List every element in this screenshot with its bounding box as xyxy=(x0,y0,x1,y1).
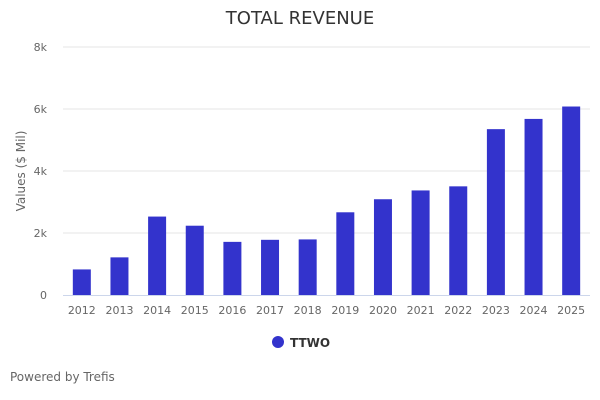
x-tick-label: 2017 xyxy=(256,304,284,317)
bars xyxy=(72,106,581,296)
y-tick-label: 8k xyxy=(34,41,48,54)
x-tick-label: 2018 xyxy=(294,304,322,317)
y-tick-label: 2k xyxy=(34,227,48,240)
bar-2012[interactable] xyxy=(72,269,91,295)
bar-2023[interactable] xyxy=(486,129,505,295)
bar-2015[interactable] xyxy=(185,225,204,295)
bar-2025[interactable] xyxy=(562,106,581,296)
x-tick-label: 2022 xyxy=(444,304,472,317)
x-tick-label: 2014 xyxy=(143,304,171,317)
powered-by-credit: Powered by Trefis xyxy=(10,370,115,384)
y-tick-label: 0 xyxy=(40,289,47,302)
x-axis-ticks: 2012 2013 2014 2015 2016 2017 2018 2019 2020 2021… xyxy=(68,304,585,317)
bar-2016[interactable] xyxy=(223,241,242,295)
y-axis-ticks: 0 2k 4k 6k 8k xyxy=(34,41,48,302)
legend-label-ttwo[interactable]: TTWO xyxy=(290,336,330,350)
x-tick-label: 2025 xyxy=(557,304,585,317)
x-tick-label: 2016 xyxy=(218,304,246,317)
bar-2024[interactable] xyxy=(524,118,543,295)
x-tick-label: 2024 xyxy=(520,304,548,317)
bar-2022[interactable] xyxy=(449,186,468,295)
x-tick-label: 2019 xyxy=(331,304,359,317)
legend[interactable]: TTWO xyxy=(272,336,330,350)
bar-2013[interactable] xyxy=(110,257,129,295)
y-axis-label: Values ($ Mil) xyxy=(14,131,28,212)
bar-2017[interactable] xyxy=(261,239,280,295)
x-tick-label: 2012 xyxy=(68,304,96,317)
x-tick-label: 2015 xyxy=(181,304,209,317)
x-tick-label: 2013 xyxy=(105,304,133,317)
x-tick-label: 2020 xyxy=(369,304,397,317)
x-tick-label: 2023 xyxy=(482,304,510,317)
bar-2020[interactable] xyxy=(373,199,392,295)
grid-lines xyxy=(63,46,590,234)
bar-2019[interactable] xyxy=(336,212,355,295)
legend-marker[interactable] xyxy=(272,336,284,348)
bar-2014[interactable] xyxy=(148,216,167,295)
chart-title: TOTAL REVENUE xyxy=(225,8,374,29)
bar-2021[interactable] xyxy=(411,190,430,295)
y-tick-label: 4k xyxy=(34,165,48,178)
x-tick-label: 2021 xyxy=(407,304,435,317)
y-tick-label: 6k xyxy=(34,103,48,116)
bar-2018[interactable] xyxy=(298,239,317,295)
